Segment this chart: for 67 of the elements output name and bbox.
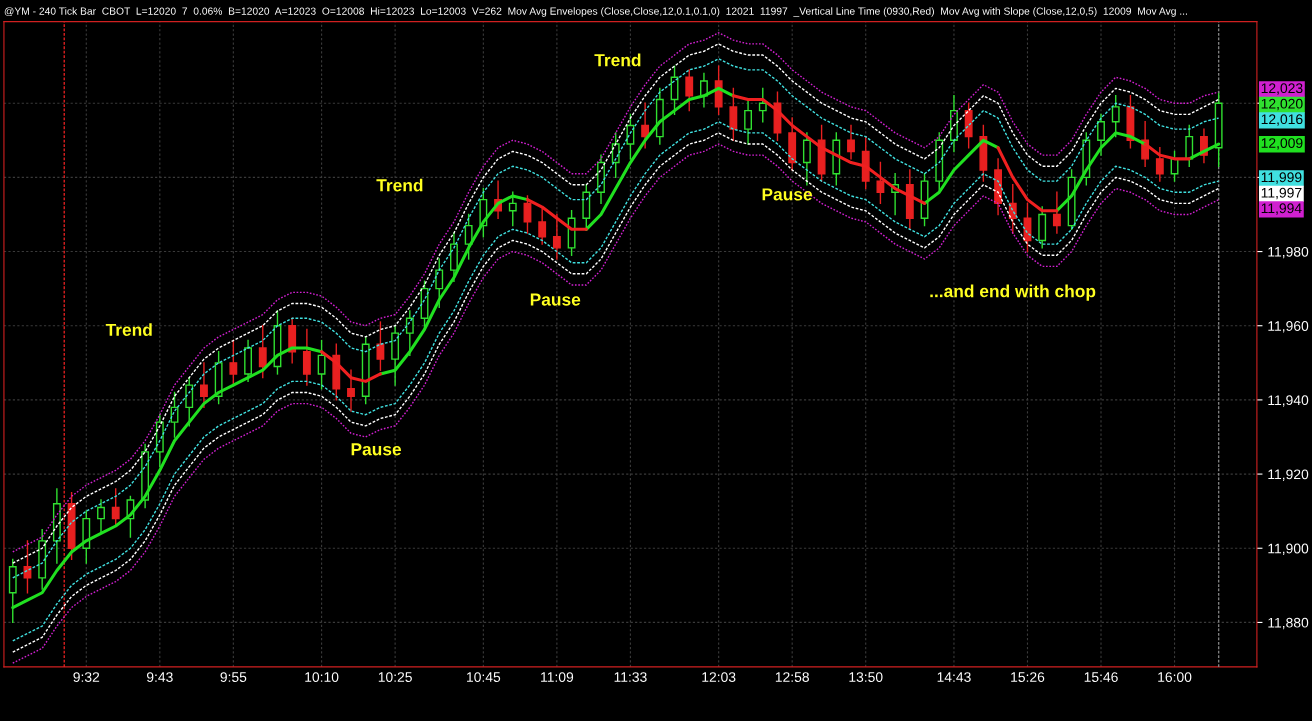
x-tick-label: 15:46: [1084, 672, 1118, 682]
x-tick-label: 9:43: [146, 672, 173, 682]
candlestick: [317, 339, 326, 390]
annotation: ...and end with chop: [930, 284, 1096, 301]
x-tick-label: 11:09: [541, 672, 574, 682]
candlestick: [758, 87, 767, 123]
annotation: Pause: [530, 293, 581, 306]
candlestick: [847, 124, 855, 160]
candlestick: [111, 488, 120, 527]
x-tick-label: 12:03: [702, 672, 736, 682]
x-tick-label: 9:55: [220, 672, 247, 682]
candlestick: [802, 132, 811, 186]
candlestick: [1155, 147, 1164, 182]
text: 12,020: [1261, 98, 1303, 111]
candlestick: [464, 213, 473, 260]
candlestick: [405, 310, 414, 357]
text: 11,997: [1261, 187, 1302, 200]
annotation: Trend: [105, 323, 152, 337]
candlestick: [1185, 124, 1194, 167]
candlestick: [1008, 184, 1017, 234]
candlestick: [200, 362, 208, 409]
candlestick: [229, 339, 238, 386]
candlestick: [185, 376, 194, 427]
candlestick: [1111, 95, 1120, 138]
candlestick: [1052, 191, 1061, 234]
x-tick-label: 13:50: [849, 672, 883, 682]
candlestick: [508, 191, 517, 227]
x-tick-label: 16:00: [1158, 672, 1192, 682]
candlestick: [1097, 113, 1105, 156]
candlestick: [523, 195, 532, 234]
candlestick: [302, 328, 311, 386]
text: 12,016: [1261, 114, 1303, 126]
annotation: Pause: [351, 443, 402, 456]
candlestick: [876, 161, 885, 205]
candlestick: [744, 98, 752, 145]
annotation: Pause: [762, 188, 813, 201]
x-tick-label: 10:10: [305, 672, 339, 682]
candlestick: [97, 499, 105, 535]
y-tick-label: 11,980: [1268, 246, 1309, 259]
candlestick: [611, 132, 620, 179]
x-tick-label: 14:43: [937, 672, 971, 682]
x-tick-label: 9:32: [73, 672, 100, 682]
y-tick-label: 11,900: [1268, 543, 1309, 556]
annotation: Trend: [594, 53, 641, 67]
text: 11,994: [1261, 203, 1302, 215]
candlestick: [376, 321, 385, 371]
x-tick-label: 15:26: [1011, 672, 1045, 682]
chart-title: @YM - 240 Tick Bar CBOT L=12020 7 0.06% B=12020 A=12023 O=12008 Hi=12023 Lo=12003 V=262 Mov Avg Envelopes (Close,Close,12,0.1,0.1,0) 12021 11997 _Vertical Line Time (0930,Red) Mov Avg with Slope (Close,12,0,5) 12009 Mov Avg ...: [4, 7, 1187, 17]
y-tick-label: 11,940: [1268, 395, 1309, 407]
candlestick: [685, 69, 694, 112]
x-tick-label: 12:58: [775, 672, 809, 682]
candlestick: [641, 102, 650, 149]
text: 12,023: [1261, 83, 1303, 95]
x-tick-label: 10:45: [467, 672, 501, 682]
x-tick-label: 10:25: [378, 672, 412, 682]
y-tick-label: 11,960: [1268, 321, 1309, 333]
x-tick-label: 11:33: [614, 672, 647, 682]
text: 11,999: [1261, 172, 1302, 184]
candlestick: [552, 213, 561, 260]
candlestick: [538, 206, 547, 245]
candlestick: [435, 258, 444, 308]
candlestick: [626, 113, 635, 160]
y-tick-label: 11,920: [1268, 469, 1309, 481]
y-tick-label: 11,880: [1268, 617, 1309, 630]
candlestick: [258, 325, 267, 379]
text: 12,009: [1261, 138, 1303, 150]
annotation: Trend: [376, 178, 423, 192]
